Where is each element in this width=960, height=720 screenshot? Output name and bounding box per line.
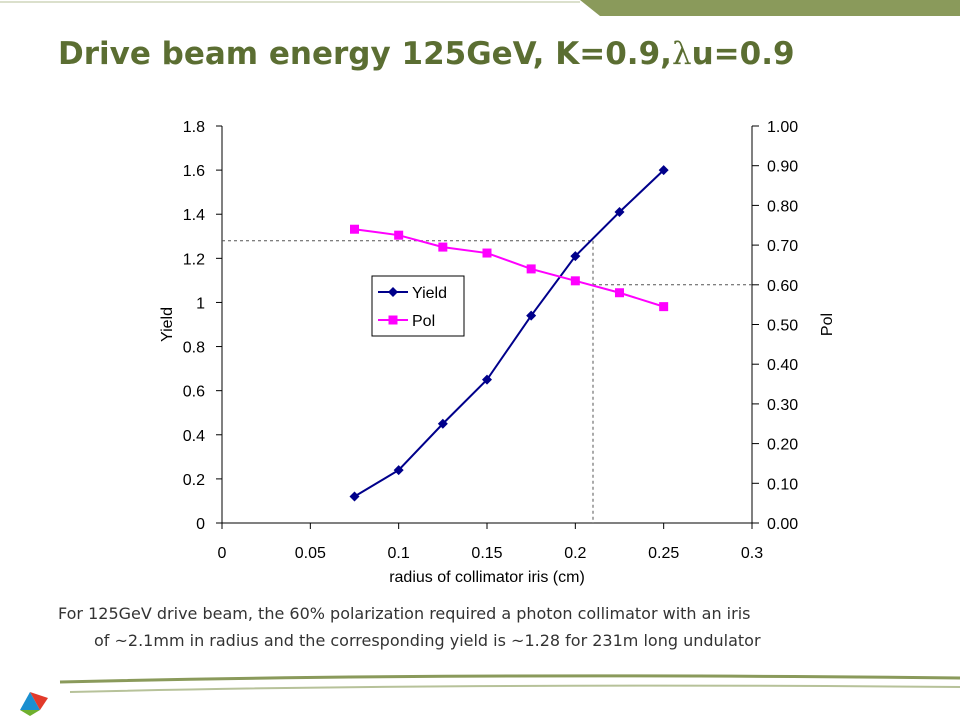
legend-marker-pol: [388, 315, 398, 325]
y-tick-label-left: 0.8: [183, 340, 205, 357]
y-tick-label-left: 1.2: [183, 251, 205, 268]
data-point-yield: [614, 207, 625, 218]
reference-lines: [222, 240, 752, 523]
caption-line-2: of ~2.1mm in radius and the correspondin…: [94, 631, 761, 650]
slide-title: Drive beam energy 125GeV, K=0.9,λu=0.9: [58, 36, 795, 72]
y-tick-label-left: 0: [196, 516, 205, 533]
legend-marker-yield: [388, 287, 398, 297]
title-suffix: u=0.9: [691, 36, 795, 72]
data-point-yield: [658, 165, 669, 176]
legend-box: [371, 275, 465, 337]
chart-axes: 0 0.05 0.1 0.15 0.2 0.25 0.300.20.40.60.811.21…: [159, 119, 836, 586]
y-tick-label-right: 0.70: [767, 238, 798, 255]
data-point-yield: [570, 251, 581, 262]
data-point-pol: [394, 230, 404, 240]
slide-caption: For 125GeV drive beam, the 60% polarizat…: [58, 600, 928, 654]
y-tick-label-right: 0.30: [767, 397, 798, 414]
y-tick-label-left: 1.6: [183, 163, 205, 180]
x-tick-label: 0.2: [564, 545, 586, 562]
title-prefix: Drive beam energy 125GeV, K=0.9,: [58, 36, 672, 72]
data-point-pol: [438, 242, 448, 252]
x-tick-label: 0: [218, 545, 227, 562]
x-tick-label: 0.1: [388, 545, 410, 562]
data-point-yield: [393, 465, 404, 476]
y-tick-label-right: 1.00: [767, 119, 798, 136]
title-lambda: λ: [671, 36, 692, 72]
y-tick-label-right: 0.80: [767, 198, 798, 215]
data-point-yield: [437, 418, 448, 429]
y-tick-label-right: 0.10: [767, 476, 798, 493]
x-tick-label: 0.05: [295, 545, 326, 562]
y-tick-label-left: 1: [196, 295, 205, 312]
data-point-yield: [482, 374, 492, 385]
y-tick-label-left: 1.8: [183, 119, 205, 136]
chart-legend: Yield Pol: [371, 275, 465, 337]
x-tick-label: 0.3: [741, 545, 763, 562]
x-tick-label: 0.15: [471, 545, 502, 562]
caption-line-1: For 125GeV drive beam, the 60% polarizat…: [58, 604, 751, 623]
y-tick-label-right: 0.90: [767, 159, 798, 176]
top-decorative-band: [0, 0, 960, 16]
data-point-yield: [349, 491, 360, 502]
data-point-pol: [615, 288, 624, 298]
chart-series: [349, 165, 669, 502]
x-tick-label: 0.25: [648, 545, 679, 562]
y-tick-label-right: 0.60: [767, 278, 798, 295]
legend-label-yield: Yield: [412, 285, 447, 302]
x-axis-label: radius of collimator iris (cm): [389, 569, 585, 586]
series-line-yield: [353, 169, 665, 498]
legend-label-pol: Pol: [412, 313, 435, 330]
footer-swoosh-thin: [69, 684, 960, 693]
y-tick-label-right: 0.40: [767, 357, 798, 374]
yield-pol-chart: 0 0.05 0.1 0.15 0.2 0.25 0.300.20.40.60.811.21…: [159, 119, 836, 586]
y-axis-label-left: Yield: [159, 307, 176, 342]
series-line-pol: [354, 228, 664, 308]
slide-footer: [20, 674, 960, 716]
data-point-pol: [482, 248, 492, 258]
y-tick-label-left: 0.2: [183, 472, 205, 489]
y-tick-label-left: 1.4: [183, 207, 205, 224]
y-tick-label-right: 0.50: [767, 318, 798, 335]
data-point-yield: [526, 310, 537, 321]
y-tick-label-right: 0.20: [767, 437, 798, 454]
tri-color-triangle-logo: [20, 692, 48, 716]
y-tick-label-right: 0.00: [767, 516, 798, 533]
data-point-pol: [659, 302, 669, 312]
footer-swoosh: [59, 674, 960, 684]
y-axis-label-right: Pol: [819, 313, 836, 336]
y-tick-label-left: 0.4: [183, 428, 205, 445]
y-tick-label-left: 0.6: [183, 384, 205, 401]
data-point-pol: [526, 264, 536, 274]
data-point-pol: [570, 276, 580, 286]
data-point-pol: [350, 224, 359, 234]
